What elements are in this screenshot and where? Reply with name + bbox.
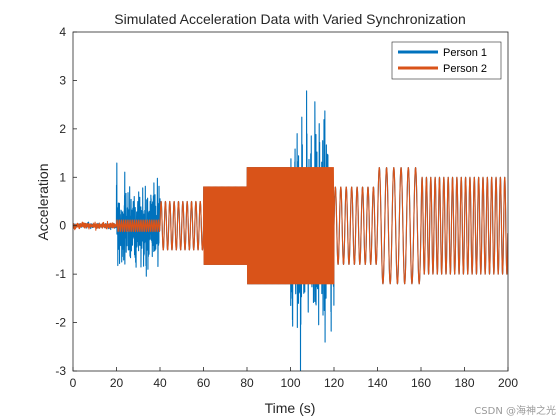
x-tick-label: 180 [454,376,474,390]
y-tick-label: -3 [55,364,66,378]
watermark: CSDN @海神之光 [474,404,556,417]
y-tick-label: 1 [59,170,66,184]
y-tick-label: -1 [55,267,66,281]
y-tick-label: 2 [59,122,66,136]
y-axis-label: Acceleration [35,163,51,240]
x-tick-label: 160 [411,376,431,390]
y-tick-label: 0 [59,219,66,233]
x-tick-label: 40 [153,376,167,390]
x-tick-label: 20 [110,376,124,390]
x-tick-label: 120 [324,376,344,390]
chart-title: Simulated Acceleration Data with Varied … [114,11,465,27]
x-axis-label: Time (s) [265,400,316,416]
legend-label-person-1: Person 1 [443,47,487,59]
y-axis-ticks: -3 -2 -1 0 1 2 3 4 [55,25,77,378]
series-layer [73,90,508,371]
legend: Person 1 Person 2 [391,41,502,80]
series-line-person-2 [73,167,508,285]
x-tick-label: 140 [367,376,387,390]
y-tick-label: -2 [55,316,66,330]
y-tick-label: 4 [59,25,66,39]
x-tick-label: 0 [70,376,77,390]
x-tick-label: 60 [197,376,211,390]
legend-label-person-2: Person 2 [443,63,487,75]
x-axis-ticks: 0 20 40 60 80 100 120 140 160 180 200 [70,367,518,390]
x-tick-label: 80 [240,376,254,390]
y-tick-label: 3 [59,73,66,87]
x-tick-label: 100 [280,376,300,390]
x-tick-label: 200 [498,376,518,390]
legend-box [391,41,502,80]
